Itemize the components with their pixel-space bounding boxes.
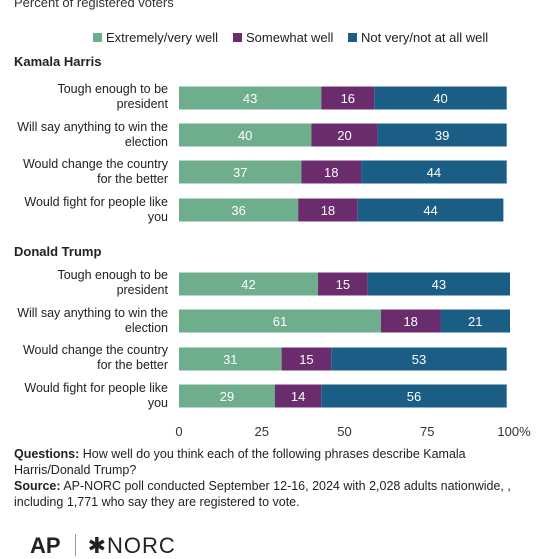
row-label: Would fight for people like you bbox=[24, 381, 168, 410]
legend-label: Extremely/very well bbox=[106, 30, 218, 45]
row-label: Will say anything to win the election bbox=[17, 306, 168, 335]
x-tick-label: 75 bbox=[420, 424, 434, 439]
bar-segment-low bbox=[440, 309, 510, 333]
bar-value-label: 39 bbox=[435, 128, 449, 143]
row-label: Tough enough to be president bbox=[57, 82, 168, 111]
stacked-bar-chart: 43 16 40 40 20 39 37 18 44 36 18 44 42 15 43 61 18 21 31 15… bbox=[175, 86, 531, 439]
bar-segment-low bbox=[357, 198, 504, 222]
group-label-harris: Kamala Harris bbox=[14, 54, 102, 69]
bar-value-label: 61 bbox=[273, 314, 287, 329]
legend-swatch bbox=[93, 33, 102, 42]
row-label: Tough enough to be president bbox=[57, 268, 168, 297]
bar-value-label: 40 bbox=[433, 91, 447, 106]
row-label: Would fight for people like you bbox=[24, 195, 168, 224]
ap-logo: AP bbox=[30, 533, 61, 558]
bar-value-label: 40 bbox=[238, 128, 252, 143]
bar-value-label: 14 bbox=[291, 389, 305, 404]
row-label: Will say anything to win the election bbox=[17, 120, 168, 149]
bar-segment-high bbox=[179, 198, 299, 222]
bar-segment-mid bbox=[311, 123, 378, 147]
bar-value-label: 18 bbox=[324, 165, 338, 180]
logos: AP ✱NORC bbox=[30, 533, 176, 559]
bar-segment-mid bbox=[321, 86, 375, 110]
bar-segment-mid bbox=[301, 160, 362, 184]
x-tick-label: 100% bbox=[497, 424, 531, 439]
x-tick-label: 25 bbox=[255, 424, 269, 439]
bar-value-label: 36 bbox=[231, 203, 245, 218]
bar-value-label: 56 bbox=[407, 389, 421, 404]
bar-segment-low bbox=[367, 272, 510, 296]
bar-value-label: 42 bbox=[241, 277, 255, 292]
bar-value-label: 15 bbox=[336, 277, 350, 292]
bar-value-label: 43 bbox=[243, 91, 257, 106]
bar-segment-low bbox=[377, 123, 507, 147]
bar-value-label: 29 bbox=[220, 389, 234, 404]
legend-label: Somewhat well bbox=[246, 30, 334, 45]
row-label: Would change the country for the better bbox=[22, 157, 168, 186]
bar-value-label: 16 bbox=[341, 91, 355, 106]
legend-item-mid: Somewhat well bbox=[233, 30, 333, 45]
legend-label: Not very/not at all well bbox=[361, 30, 489, 45]
bar-segment-mid bbox=[274, 384, 322, 408]
source-note: Source: AP-NORC poll conducted September… bbox=[14, 479, 511, 509]
legend-item-high: Extremely/very well bbox=[93, 30, 218, 45]
bar-value-label: 18 bbox=[403, 314, 417, 329]
bar-value-label: 21 bbox=[468, 314, 482, 329]
legend-swatch bbox=[233, 33, 242, 42]
bar-segment-high bbox=[179, 272, 319, 296]
bar-value-label: 43 bbox=[432, 277, 446, 292]
bar-segment-low bbox=[331, 347, 507, 371]
legend-swatch bbox=[348, 33, 357, 42]
chart-notes: Questions: How well do you think each of… bbox=[14, 446, 534, 510]
bar-value-label: 37 bbox=[233, 165, 247, 180]
bar-segment-high bbox=[179, 123, 312, 147]
bar-value-label: 31 bbox=[223, 352, 237, 367]
norc-logo: ✱NORC bbox=[87, 533, 176, 558]
x-tick-label: 0 bbox=[175, 424, 182, 439]
legend-item-low: Not very/not at all well bbox=[348, 30, 488, 45]
bar-segment-high bbox=[179, 86, 322, 110]
bar-segment-low bbox=[321, 384, 507, 408]
bar-segment-mid bbox=[298, 198, 358, 222]
bar-segment-high bbox=[179, 347, 282, 371]
bar-segment-high bbox=[179, 309, 381, 333]
questions-note: Questions: How well do you think each of… bbox=[14, 447, 466, 477]
group-label-trump: Donald Trump bbox=[14, 244, 102, 259]
bar-segment-high bbox=[179, 160, 302, 184]
bar-segment-high bbox=[179, 384, 275, 408]
bar-value-label: 44 bbox=[427, 165, 441, 180]
bar-segment-low bbox=[374, 86, 507, 110]
bar-segment-mid bbox=[318, 272, 368, 296]
bar-segment-low bbox=[361, 160, 507, 184]
bar-value-label: 18 bbox=[321, 203, 335, 218]
bar-value-label: 20 bbox=[337, 128, 351, 143]
logo-divider bbox=[74, 534, 76, 556]
bar-value-label: 15 bbox=[299, 352, 313, 367]
chart-subtitle: Percent of registered voters bbox=[14, 0, 174, 10]
x-tick-label: 50 bbox=[337, 424, 351, 439]
bar-segment-mid bbox=[380, 309, 441, 333]
bar-segment-mid bbox=[281, 347, 332, 371]
row-label: Would change the country for the better bbox=[22, 343, 168, 372]
bar-value-label: 44 bbox=[423, 203, 437, 218]
bar-value-label: 53 bbox=[412, 352, 426, 367]
